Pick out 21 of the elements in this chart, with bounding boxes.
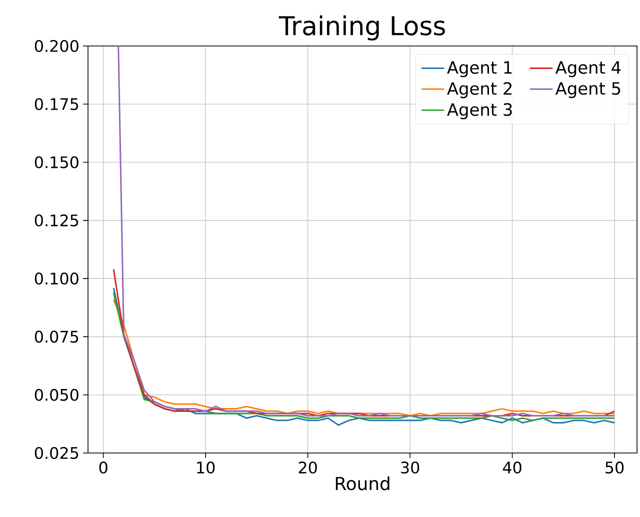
x-tick-label: 40 bbox=[502, 462, 522, 474]
y-tick-label: 0.125 bbox=[34, 214, 78, 226]
y-tick-label: 0.025 bbox=[34, 446, 78, 460]
x-tick-label: 50 bbox=[606, 462, 624, 474]
y-tick-label: 0.175 bbox=[34, 98, 78, 110]
y-tick-label: 0.150 bbox=[34, 156, 78, 168]
chart-title: Training Loss bbox=[278, 15, 445, 40]
legend-label: Agent 4 bbox=[555, 61, 621, 78]
x-axis-title: Round bbox=[336, 476, 390, 490]
x-tick-label: 20 bbox=[298, 462, 317, 474]
legend-label: Agent 2 bbox=[447, 82, 512, 98]
y-tick-label: 0.200 bbox=[34, 40, 78, 52]
y-tick-label: 0.100 bbox=[34, 272, 78, 285]
legend-label: Agent 1 bbox=[447, 61, 512, 78]
x-tick-label: 0 bbox=[99, 462, 108, 474]
legend-label: Agent 3 bbox=[447, 103, 512, 120]
x-tick-label: 10 bbox=[197, 462, 215, 474]
legend-label: Agent 5 bbox=[555, 82, 620, 98]
y-tick-label: 0.050 bbox=[34, 388, 78, 401]
y-tick-label: 0.075 bbox=[34, 330, 78, 343]
x-tick-label: 30 bbox=[401, 462, 420, 474]
